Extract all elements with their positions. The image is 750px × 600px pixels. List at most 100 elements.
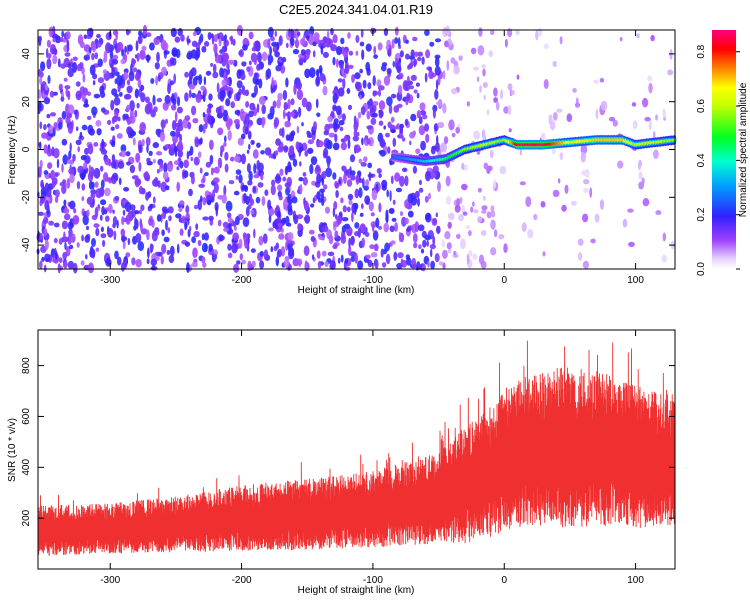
- spectrogram-cell: [320, 45, 324, 55]
- spectrogram-cell: [201, 233, 205, 241]
- spectrogram-cell: [483, 94, 487, 101]
- spectrogram-cell: [233, 155, 241, 163]
- spectrogram-cell: [248, 110, 254, 118]
- spectrogram-cell: [466, 224, 470, 230]
- spectrogram-cell: [197, 239, 202, 247]
- spectrogram-cell: [414, 51, 419, 58]
- spectrogram-cell: [264, 189, 269, 196]
- spectrogram-cell: [390, 129, 397, 134]
- spectrogram-cell: [549, 120, 556, 131]
- spectrogram-cell: [316, 250, 321, 259]
- spectrogram-cell: [446, 242, 452, 250]
- spectrogram-cell: [233, 190, 240, 196]
- spectrogram-cell: [186, 262, 190, 274]
- spectrogram-cell: [46, 39, 52, 48]
- spectrogram-cell: [354, 202, 359, 210]
- spectrogram-cell: [427, 261, 430, 268]
- spectrogram-cell: [168, 143, 171, 149]
- spectrogram-cell: [190, 156, 194, 162]
- spectrogram-cell: [461, 162, 465, 171]
- spectrogram-cell: [44, 200, 50, 211]
- spectrogram-x-tick-label: -100: [363, 275, 383, 286]
- spectrogram-cell: [248, 31, 254, 40]
- spectrogram-cell: [103, 172, 109, 182]
- spectrogram-cell: [63, 77, 68, 82]
- spectrogram-cell: [359, 223, 366, 233]
- spectrogram-cell: [58, 257, 63, 263]
- spectrogram-cell: [51, 178, 56, 188]
- spectrogram-cell: [416, 110, 422, 118]
- spectrogram-cell: [193, 204, 199, 210]
- spectrogram-cell: [334, 182, 340, 189]
- spectrogram-cell: [73, 109, 78, 116]
- spectrogram-cell: [134, 178, 142, 186]
- spectrogram-cell: [422, 114, 428, 120]
- spectrogram-cell: [481, 209, 487, 214]
- spectrogram-cell: [404, 175, 409, 187]
- spectrogram-cell: [444, 40, 449, 48]
- spectrogram-cell: [156, 169, 160, 174]
- spectrogram-cell: [60, 63, 66, 69]
- spectrogram-cell: [362, 177, 365, 189]
- spectrogram-cell: [99, 146, 106, 152]
- spectrogram-cell: [156, 151, 163, 156]
- spectrogram-cell: [372, 223, 375, 232]
- spectrogram-cell: [385, 132, 390, 138]
- spectrogram-cell: [150, 78, 155, 84]
- snr-x-tick-label: -300: [100, 575, 120, 586]
- spectrogram-cell: [134, 210, 140, 215]
- spectrogram-cell: [80, 260, 85, 266]
- spectrogram-cell: [246, 66, 251, 72]
- spectrogram-cell: [222, 109, 228, 118]
- spectrogram-cell: [349, 154, 356, 163]
- spectrogram-cell: [473, 66, 479, 71]
- spectrogram-cell: [245, 113, 250, 123]
- spectrogram-cell: [332, 106, 338, 111]
- spectrogram-cell: [437, 121, 445, 129]
- spectrogram-cell: [167, 83, 171, 95]
- spectrogram-cell: [324, 261, 329, 267]
- spectrogram-cell: [191, 40, 198, 47]
- spectrogram-cell: [367, 82, 372, 90]
- colorbar-tick-label: 0.2: [696, 207, 707, 221]
- spectrogram-cell: [398, 231, 402, 242]
- spectrogram-cell: [383, 75, 391, 86]
- spectrogram-cell: [297, 31, 301, 37]
- spectrogram-cell: [65, 87, 69, 97]
- spectrogram-cell: [412, 36, 418, 42]
- spectrogram-cell: [277, 184, 283, 192]
- spectrogram-cell: [223, 142, 227, 147]
- spectrogram-cell: [176, 106, 183, 114]
- spectrogram-cell: [202, 174, 206, 183]
- spectrogram-cell: [40, 233, 43, 241]
- spectrogram-cell: [135, 40, 139, 52]
- spectrogram-cell: [252, 185, 257, 194]
- spectrogram-cell: [132, 67, 138, 72]
- spectrogram-cell: [456, 197, 461, 207]
- spectrogram-cell: [160, 119, 166, 129]
- spectrogram-cell: [450, 88, 458, 95]
- spectrogram-cell: [75, 139, 82, 146]
- spectrogram-cell: [69, 142, 72, 153]
- spectrogram-cell: [181, 215, 186, 224]
- spectrogram-cell: [137, 78, 142, 89]
- spectrogram-cell: [67, 221, 74, 230]
- spectrogram-cell: [335, 105, 342, 116]
- spectrogram-cell: [176, 181, 180, 192]
- spectrogram-cell: [202, 94, 206, 103]
- spectrogram-cell: [72, 215, 80, 225]
- spectrogram-cell: [213, 34, 218, 43]
- spectrogram-cell: [375, 217, 380, 229]
- spectrogram-cell: [161, 206, 168, 213]
- spectrogram-cell: [268, 208, 275, 216]
- spectrogram-cell: [478, 27, 483, 37]
- spectrogram-cell: [152, 263, 156, 270]
- spectrogram-cell: [134, 88, 139, 99]
- spectrogram-cell: [259, 260, 265, 269]
- spectrogram-cell: [201, 242, 208, 253]
- spectrogram-cell: [258, 96, 266, 105]
- spectrogram-cell: [55, 35, 61, 40]
- spectrogram-cell: [288, 248, 295, 260]
- spectrogram-cell: [296, 125, 300, 134]
- spectrogram-cell: [489, 149, 494, 159]
